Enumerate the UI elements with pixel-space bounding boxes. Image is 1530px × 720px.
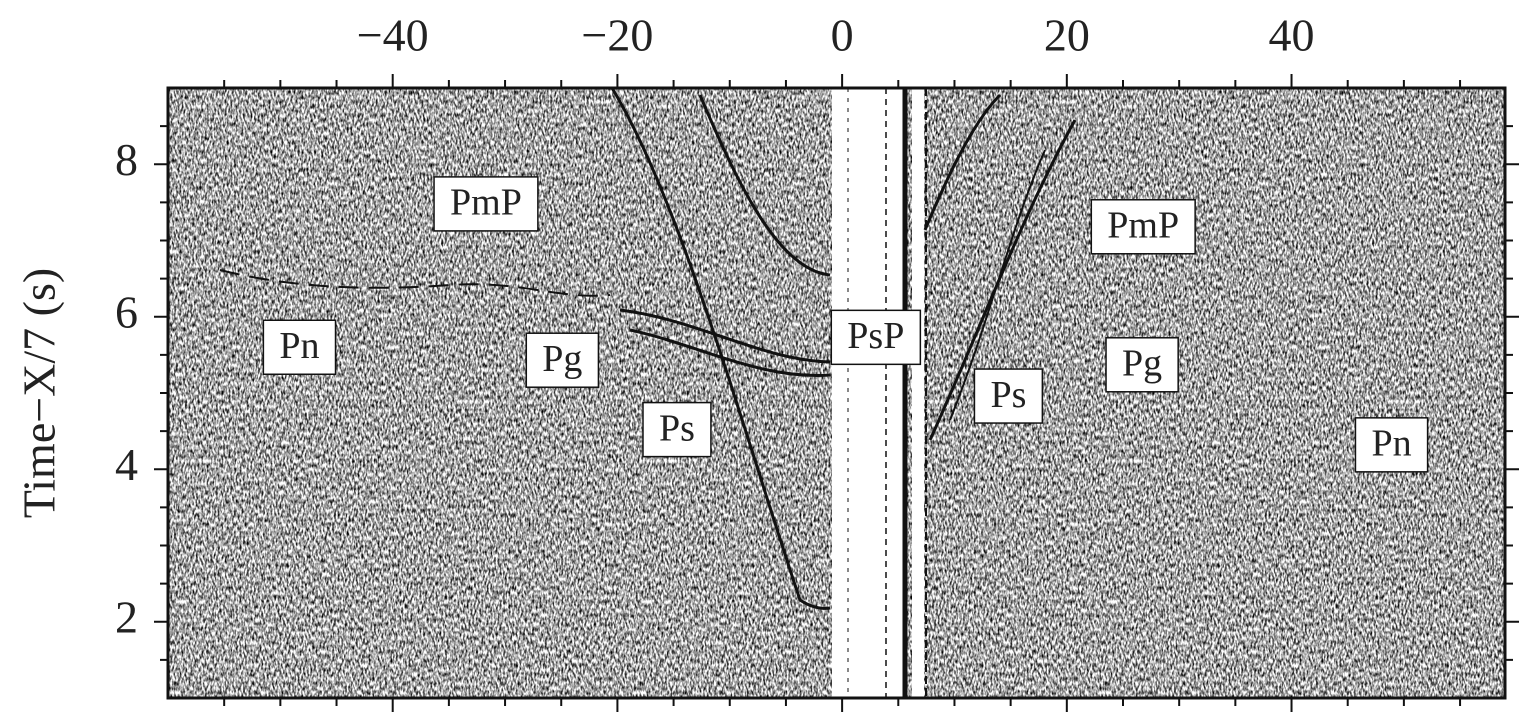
y-tick-label: 6 [115,286,138,337]
annotation-box [642,401,712,458]
x-tick-label: 0 [831,10,854,61]
annotation-label: PsP [847,315,904,357]
axes: −40 −20 0 20 40 2 4 6 8 [115,10,1519,712]
annotation-label: Ps [659,407,695,449]
annotation-box [973,368,1044,424]
y-tick-label: 2 [115,591,138,642]
annotation-box [1105,337,1179,393]
annotation-label: PmP [450,182,522,224]
annotation-label: PmP [1107,204,1179,246]
annotation-box [830,309,922,366]
annotation-box [1090,199,1196,255]
annotation-label: Pn [1371,423,1411,465]
x-tick-label: −20 [581,10,653,61]
annotation-box [1354,417,1429,473]
x-tick-label: 40 [1269,10,1315,61]
y-tick-label: 4 [115,439,138,490]
annotation-box [262,319,337,375]
annotations: PmP Pn Pg Ps PsP PmP Ps Pg Pn [262,176,1429,473]
annotation-label: Pg [1122,343,1162,385]
annotation-box [433,176,539,232]
y-axis-label: Time−X/7 (s) [14,268,65,518]
annotation-label: Pg [542,338,582,380]
y-tick-label: 8 [115,134,138,185]
annotation-label: Ps [990,374,1026,416]
annotation-label: Pn [279,325,319,367]
record-section [168,88,1505,698]
x-tick-label: −40 [357,10,429,61]
annotation-box [525,332,600,388]
x-tick-label: 20 [1044,10,1090,61]
